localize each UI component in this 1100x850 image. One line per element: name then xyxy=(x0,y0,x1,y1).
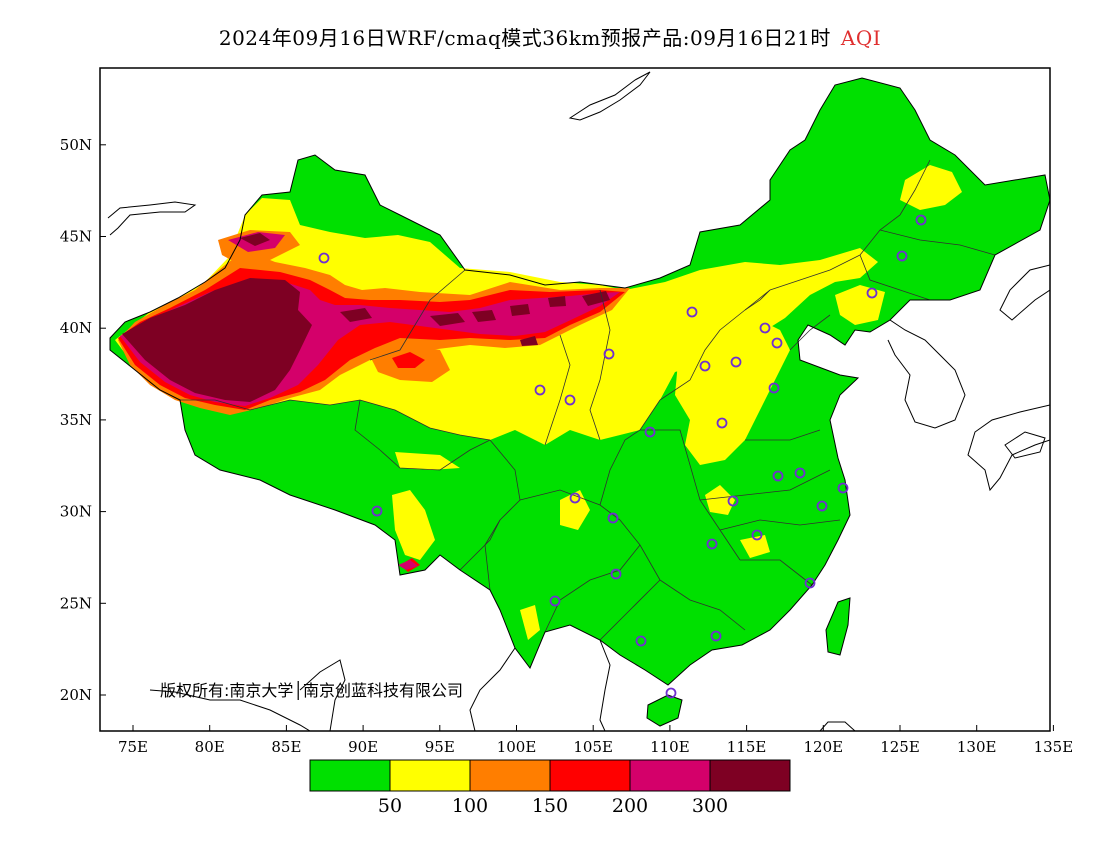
station-marker xyxy=(768,382,780,394)
legend-label: 150 xyxy=(532,795,568,817)
aqi-zone-hazardous-hexi-3 xyxy=(472,310,496,322)
legend-swatch-unhealthy xyxy=(549,759,631,792)
x-tick-label: 85E xyxy=(271,738,301,756)
aqi-zone-hazardous-hexi-7 xyxy=(520,336,538,346)
copyright-text: 版权所有:南京大学│南京创蓝科技有限公司 xyxy=(160,680,463,700)
station-marker xyxy=(610,568,622,580)
aqi-zone-moderate-sichuan xyxy=(560,490,590,530)
longitude-axis: 75E 80E 85E 90E 95E 100E 105E 110E 115E 120E 125E 1… xyxy=(118,725,1073,756)
y-tick-label: 35N xyxy=(60,411,92,429)
x-tick-label: 125E xyxy=(880,738,920,756)
aqi-zone-hazardous-hexi-5 xyxy=(548,296,566,307)
station-marker xyxy=(318,252,330,264)
aqi-zone-hazardous-hexi-1 xyxy=(340,308,372,322)
x-tick-label: 75E xyxy=(118,738,148,756)
aqi-zone-moderate-liaoning xyxy=(835,285,885,325)
x-tick-label: 105E xyxy=(573,738,613,756)
station-marker xyxy=(686,306,698,318)
station-marker xyxy=(915,214,927,226)
legend-swatch-moderate xyxy=(389,759,471,792)
station-marker xyxy=(837,482,849,494)
station-marker xyxy=(866,287,878,299)
station-marker xyxy=(727,495,739,507)
aqi-color-legend: 50 100 150 200 300 xyxy=(309,759,791,817)
aqi-zone-moderate-north-china-plain xyxy=(675,320,790,465)
station-marker xyxy=(710,630,722,642)
aqi-zone-moderate-guangxi xyxy=(520,605,540,640)
x-tick-label: 95E xyxy=(425,738,455,756)
legend-label: 100 xyxy=(452,795,488,817)
aqi-zone-hazardous-hexi-2 xyxy=(430,313,465,326)
aqi-zone-hazardous-hexi-4 xyxy=(510,304,530,316)
aqi-zone-moderate-tibet-south xyxy=(392,490,435,560)
station-marker xyxy=(804,577,816,589)
legend-swatch-hazardous xyxy=(709,759,791,792)
y-tick-label: 50N xyxy=(60,136,92,154)
station-marker xyxy=(603,348,615,360)
station-marker xyxy=(896,250,908,262)
x-tick-label: 130E xyxy=(957,738,997,756)
title-variable: AQI xyxy=(840,26,882,50)
x-tick-label: 135E xyxy=(1034,738,1074,756)
province-boundaries xyxy=(180,159,996,641)
x-tick-label: 115E xyxy=(727,738,767,756)
x-tick-label: 100E xyxy=(497,738,537,756)
latitude-axis: 20N 25N 30N 35N 40N 45N 50N xyxy=(60,136,106,704)
station-marker xyxy=(644,426,656,438)
y-tick-label: 25N xyxy=(60,594,92,612)
hainan-island xyxy=(647,695,682,726)
aqi-zone-very-unhealthy-yunnan xyxy=(398,560,418,570)
legend-swatch-very-unhealthy xyxy=(629,759,711,792)
station-marker xyxy=(816,500,828,512)
legend-label: 50 xyxy=(378,795,402,817)
aqi-zone-hazardous-hexi-6 xyxy=(582,291,610,306)
y-tick-label: 30N xyxy=(60,503,92,521)
station-marker xyxy=(716,417,728,429)
station-marker xyxy=(549,595,561,607)
station-marker xyxy=(772,470,784,482)
station-marker xyxy=(706,538,718,550)
taiwan-island xyxy=(826,598,850,655)
map-canvas: 版权所有:南京大学│南京创蓝科技有限公司 xyxy=(100,68,1050,731)
x-tick-label: 110E xyxy=(650,738,690,756)
aqi-zone-unhealthy-qaidam xyxy=(392,352,425,368)
legend-swatch-usg xyxy=(469,759,551,792)
station-marker xyxy=(730,356,742,368)
station-marker xyxy=(534,384,546,396)
title-text: 2024年09月16日WRF/cmaq模式36km预报产品:09月16日21时 xyxy=(218,26,831,50)
aqi-zone-moderate-jiangnan xyxy=(740,535,770,558)
station-marker xyxy=(564,394,576,406)
station-marker xyxy=(771,337,783,349)
station-marker xyxy=(569,492,581,504)
monitoring-stations xyxy=(318,214,927,699)
aqi-zone-hazardous-tarim xyxy=(122,278,312,402)
legend-label: 300 xyxy=(692,795,728,817)
station-marker xyxy=(794,467,806,479)
x-tick-label: 90E xyxy=(348,738,378,756)
map-title: 2024年09月16日WRF/cmaq模式36km预报产品:09月16日21时 A… xyxy=(0,22,1100,51)
station-marker xyxy=(699,360,711,372)
station-marker xyxy=(665,687,677,699)
legend-swatch-good xyxy=(309,759,391,792)
station-marker xyxy=(371,505,383,517)
aqi-zone-moderate-central xyxy=(705,485,735,515)
aqi-zone-moderate-northeast xyxy=(900,165,962,210)
coastlines-and-borders xyxy=(107,71,1050,731)
station-marker xyxy=(635,635,647,647)
aqi-zone-hazardous-junggar xyxy=(240,233,270,246)
x-tick-label: 120E xyxy=(804,738,844,756)
y-tick-label: 40N xyxy=(60,319,92,337)
x-tick-label: 80E xyxy=(195,738,225,756)
y-tick-label: 20N xyxy=(60,686,92,704)
station-marker xyxy=(759,322,771,334)
aqi-zone-moderate-taiyuan xyxy=(395,452,460,470)
y-tick-label: 45N xyxy=(60,228,92,246)
legend-label: 200 xyxy=(612,795,648,817)
station-marker xyxy=(751,529,763,541)
plot-frame xyxy=(99,67,1051,732)
station-marker xyxy=(607,512,619,524)
